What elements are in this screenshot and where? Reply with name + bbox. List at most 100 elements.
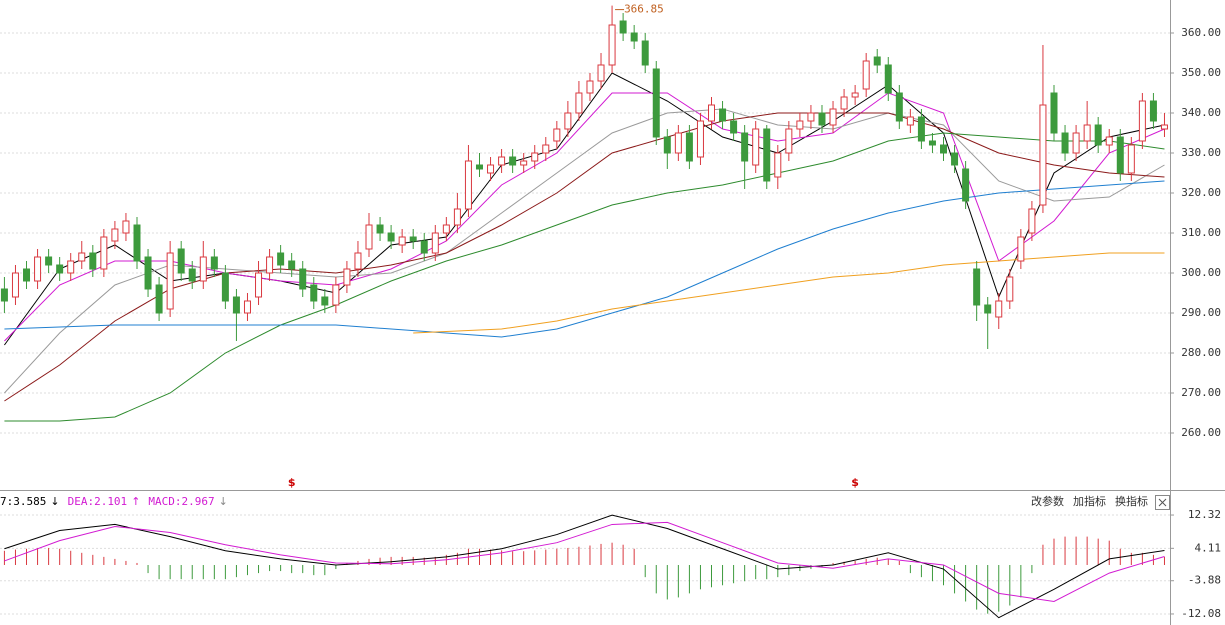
candle-body [1061,132,1069,154]
candle-body [398,236,406,246]
candle-body [928,140,936,146]
candle-body [917,116,925,142]
candle-body [995,300,1003,318]
candle-body [674,132,682,154]
y-tick-label: 280.00 [1181,346,1221,359]
candle-body [829,108,837,126]
moving-average-line [4,112,1165,402]
candle-body [221,272,229,302]
candle-body [442,224,450,234]
candle-body [663,136,671,154]
indicator-button[interactable]: 加指标 [1073,494,1106,508]
candle-body [719,108,727,122]
candle-body [1028,208,1036,234]
candle-body [708,104,716,122]
candle-body [652,68,660,138]
candle-body [376,224,384,234]
candle-body [531,152,539,162]
moving-average-line [4,72,1165,346]
candle-body [321,296,329,306]
legend-arrow: ↓ [50,495,59,508]
candle-body [1105,136,1113,146]
candle-body [741,132,749,162]
candle-body [475,164,483,170]
candle-body [630,32,638,42]
candle-body [1072,132,1080,154]
legend-text: DEA:2.101 [68,495,128,508]
candle-body [166,252,174,310]
candle-body [840,96,848,110]
candle-body [851,92,859,98]
candle-body [951,152,959,166]
candle-body [575,92,583,114]
candle-body [553,128,561,142]
candle-body [542,144,550,154]
y-tick-label: 330.00 [1181,146,1221,159]
candle-body [431,232,439,254]
candle-body [1116,136,1124,174]
candle-body [586,80,594,94]
candle-body [387,232,395,242]
candle-body [277,252,285,266]
candle-body [0,288,8,302]
candle-body [807,112,815,122]
candle-body [177,248,185,274]
y-tick-label: -3.88 [1188,574,1221,587]
candle-body [453,208,461,226]
indicator-button[interactable]: 换指标 [1115,494,1148,508]
candle-body [23,268,31,282]
indicator-button[interactable]: 改参数 [1031,494,1064,508]
moving-average-line [4,132,1165,422]
candle-body [774,152,782,178]
moving-average-line [4,108,1165,394]
candle-body [1138,100,1146,142]
candle-body [873,56,881,66]
candle-body [188,268,196,282]
candle-body [409,236,417,242]
candle-body [299,268,307,290]
candle-body [122,220,130,234]
y-tick-label: 290.00 [1181,306,1221,319]
candle-body [862,60,870,90]
close-icon[interactable] [1158,498,1167,507]
legend-arrow: ↓ [219,495,228,508]
candle-body [288,260,296,270]
candle-body [763,128,771,182]
y-tick-label: 320.00 [1181,186,1221,199]
candle-body [11,272,19,298]
candle-body [564,112,572,130]
candle-body [796,120,804,130]
candle-body [1094,124,1102,146]
moving-average-line [4,180,1165,338]
candle-body [608,24,616,66]
candle-body [752,128,760,166]
candle-body [1127,144,1135,174]
moving-average-line [413,252,1165,334]
legend-arrow: ↑ [131,495,140,508]
candle-body [685,132,693,162]
candle-body [420,240,428,254]
candle-body [243,300,251,314]
candle-body [619,20,627,34]
candle-body [310,284,318,302]
candle-body [1160,124,1168,130]
y-tick-label: 340.00 [1181,106,1221,119]
candle-body [984,304,992,314]
macd-line [4,521,1165,602]
candle-body [1039,104,1047,206]
event-marker: $ [851,476,859,489]
candle-body [67,260,75,274]
candle-body [100,236,108,270]
candle-body [1006,276,1014,302]
legend-text: MACD:2.967 [148,495,214,508]
candle-body [884,64,892,94]
candle-body [1017,236,1025,262]
y-tick-label: -12.08 [1181,607,1221,620]
candle-body [343,268,351,286]
candle-body [78,252,86,262]
candle-body [210,256,218,270]
y-tick-label: 270.00 [1181,386,1221,399]
candle-body [962,168,970,202]
candle-body [155,284,163,314]
